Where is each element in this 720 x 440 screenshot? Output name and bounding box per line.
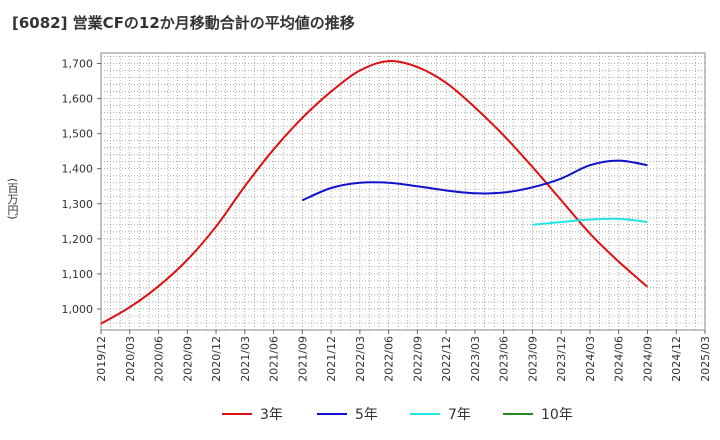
- x-tick-label: 2024/03: [584, 336, 597, 382]
- legend: 3年 5年 7年 10年: [222, 407, 573, 423]
- x-tick-label: 2022/09: [411, 336, 424, 382]
- legend-label-3年: 3年: [260, 407, 283, 423]
- chart-title: [6082] 営業CFの12か月移動合計の平均値の推移: [12, 14, 355, 32]
- y-tick-label: 1,700: [62, 58, 94, 71]
- x-tick-label: 2023/09: [526, 336, 539, 382]
- x-tick-label: 2023/12: [555, 336, 568, 382]
- x-tick-label: 2021/09: [296, 336, 309, 382]
- y-tick-label: 1,000: [62, 303, 94, 316]
- y-tick-label: 1,600: [62, 93, 94, 106]
- y-axis-unit-label: (百万円): [6, 178, 19, 220]
- x-tick-label: 2024/09: [641, 336, 654, 382]
- legend-label-10年: 10年: [541, 407, 573, 423]
- series-line-3年: [100, 60, 649, 325]
- y-tick-label: 1,300: [62, 198, 94, 211]
- x-tick-label: 2020/12: [210, 336, 223, 382]
- series-line-5年: [301, 159, 648, 202]
- x-tick-label: 2021/03: [239, 336, 252, 382]
- y-axis-ticks: 1,000 1,100 1,200 1,300 1,400 1,500 1,600 1,700: [62, 58, 101, 316]
- x-tick-label: 2020/03: [124, 336, 137, 382]
- x-tick-label: 2024/06: [613, 336, 626, 382]
- x-tick-label: 2020/09: [181, 336, 194, 382]
- y-tick-label: 1,200: [62, 233, 94, 246]
- x-axis-ticks: 2019/12 2020/03 2020/06 2020/09 2020/12 2021/…: [95, 330, 712, 382]
- x-tick-label: 2025/03: [699, 336, 712, 382]
- x-tick-label: 2021/06: [268, 336, 281, 382]
- x-tick-label: 2022/03: [354, 336, 367, 382]
- grid-layer: [100, 53, 706, 330]
- series-layer: [100, 60, 649, 325]
- x-tick-label: 2021/12: [325, 336, 338, 382]
- y-tick-label: 1,100: [62, 268, 94, 281]
- x-tick-label: 2020/06: [153, 336, 166, 382]
- x-tick-label: 2019/12: [95, 336, 108, 382]
- plot-frame: [100, 52, 706, 331]
- legend-label-7年: 7年: [448, 407, 471, 423]
- x-tick-label: 2024/12: [670, 336, 683, 382]
- series-line-7年: [532, 217, 648, 226]
- y-tick-label: 1,500: [62, 128, 94, 141]
- y-tick-label: 1,400: [62, 163, 94, 176]
- x-tick-label: 2022/12: [440, 336, 453, 382]
- x-tick-label: 2022/06: [383, 336, 396, 382]
- x-tick-label: 2023/06: [498, 336, 511, 382]
- x-tick-label: 2023/03: [469, 336, 482, 382]
- legend-label-5年: 5年: [355, 407, 378, 423]
